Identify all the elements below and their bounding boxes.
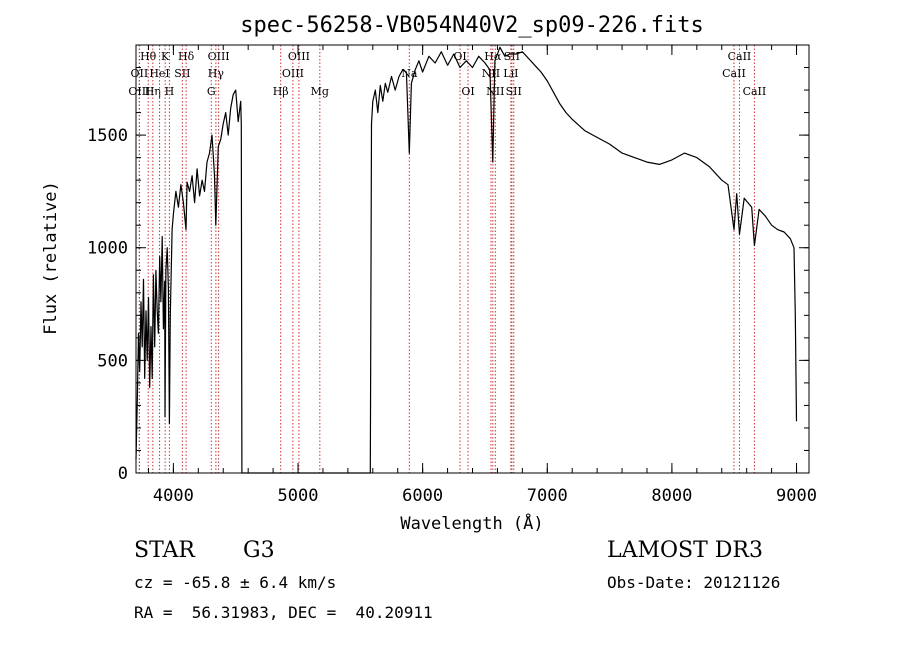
observation-date: Obs-Date: 20121126 [607, 573, 781, 592]
object-subclass: G3 [243, 538, 275, 563]
spectral-line-label: Mg [311, 85, 329, 98]
x-axis-label: Wavelength (Å) [400, 512, 543, 534]
redshift-velocity: cz = -65.8 ± 6.4 km/s [134, 573, 337, 592]
spectral-line-label: OIII [128, 85, 150, 98]
spectral-line-label: Hη [145, 85, 161, 98]
spectral-line-label: Hβ [273, 85, 289, 98]
spectral-line-label: H [165, 85, 175, 98]
x-tick-label: 9000 [776, 486, 817, 506]
y-tick-label: 500 [97, 351, 128, 371]
spectral-line-label: OIII [288, 50, 310, 63]
spectral-line-label: SII [504, 50, 520, 63]
spectral-line-label: CaII [722, 67, 746, 80]
x-tick-label: 6000 [402, 486, 443, 506]
spectral-line-label: SII [174, 67, 190, 80]
chart-title: spec-56258-VB054N40V2_sp09-226.fits [240, 13, 704, 38]
spectral-line-label: HeI [149, 67, 169, 80]
x-tick-label: 7000 [527, 486, 568, 506]
y-axis-label: Flux (relative) [41, 181, 61, 335]
spectral-line-label: Hδ [178, 50, 195, 63]
y-tick-label: 1000 [87, 239, 128, 259]
x-tick-label: 4000 [153, 486, 194, 506]
spectral-line-label: OIII [208, 50, 230, 63]
spectral-line-label: NII [486, 85, 504, 98]
coordinates: RA = 56.31983, DEC = 40.20911 [134, 603, 433, 622]
flux-series-line [135, 46, 798, 474]
y-tick-label: 1500 [87, 126, 128, 146]
spectral-line-label: Hθ [140, 50, 157, 63]
x-tick-label: 8000 [651, 486, 692, 506]
spectral-line-label: G [207, 85, 216, 98]
object-class: STAR [134, 538, 195, 563]
spectral-line-label: NII [482, 67, 500, 80]
y-tick-label: 0 [118, 464, 128, 484]
spectral-line-label: OIII [282, 67, 304, 80]
plot-frame [135, 44, 810, 474]
spectral-line-label: LiI [503, 67, 518, 80]
spectral-line-label: SII [506, 85, 522, 98]
spectral-line-label: Hγ [208, 67, 225, 80]
spectral-line-label: OI [461, 85, 474, 98]
spectral-line-label: CaII [743, 85, 767, 98]
x-tick-label: 5000 [278, 486, 319, 506]
spectral-line-label: Hα [484, 50, 502, 63]
survey-name: LAMOST DR3 [607, 538, 763, 563]
spectral-line-label: K [161, 50, 170, 63]
spectral-line-label: CaII [728, 50, 752, 63]
